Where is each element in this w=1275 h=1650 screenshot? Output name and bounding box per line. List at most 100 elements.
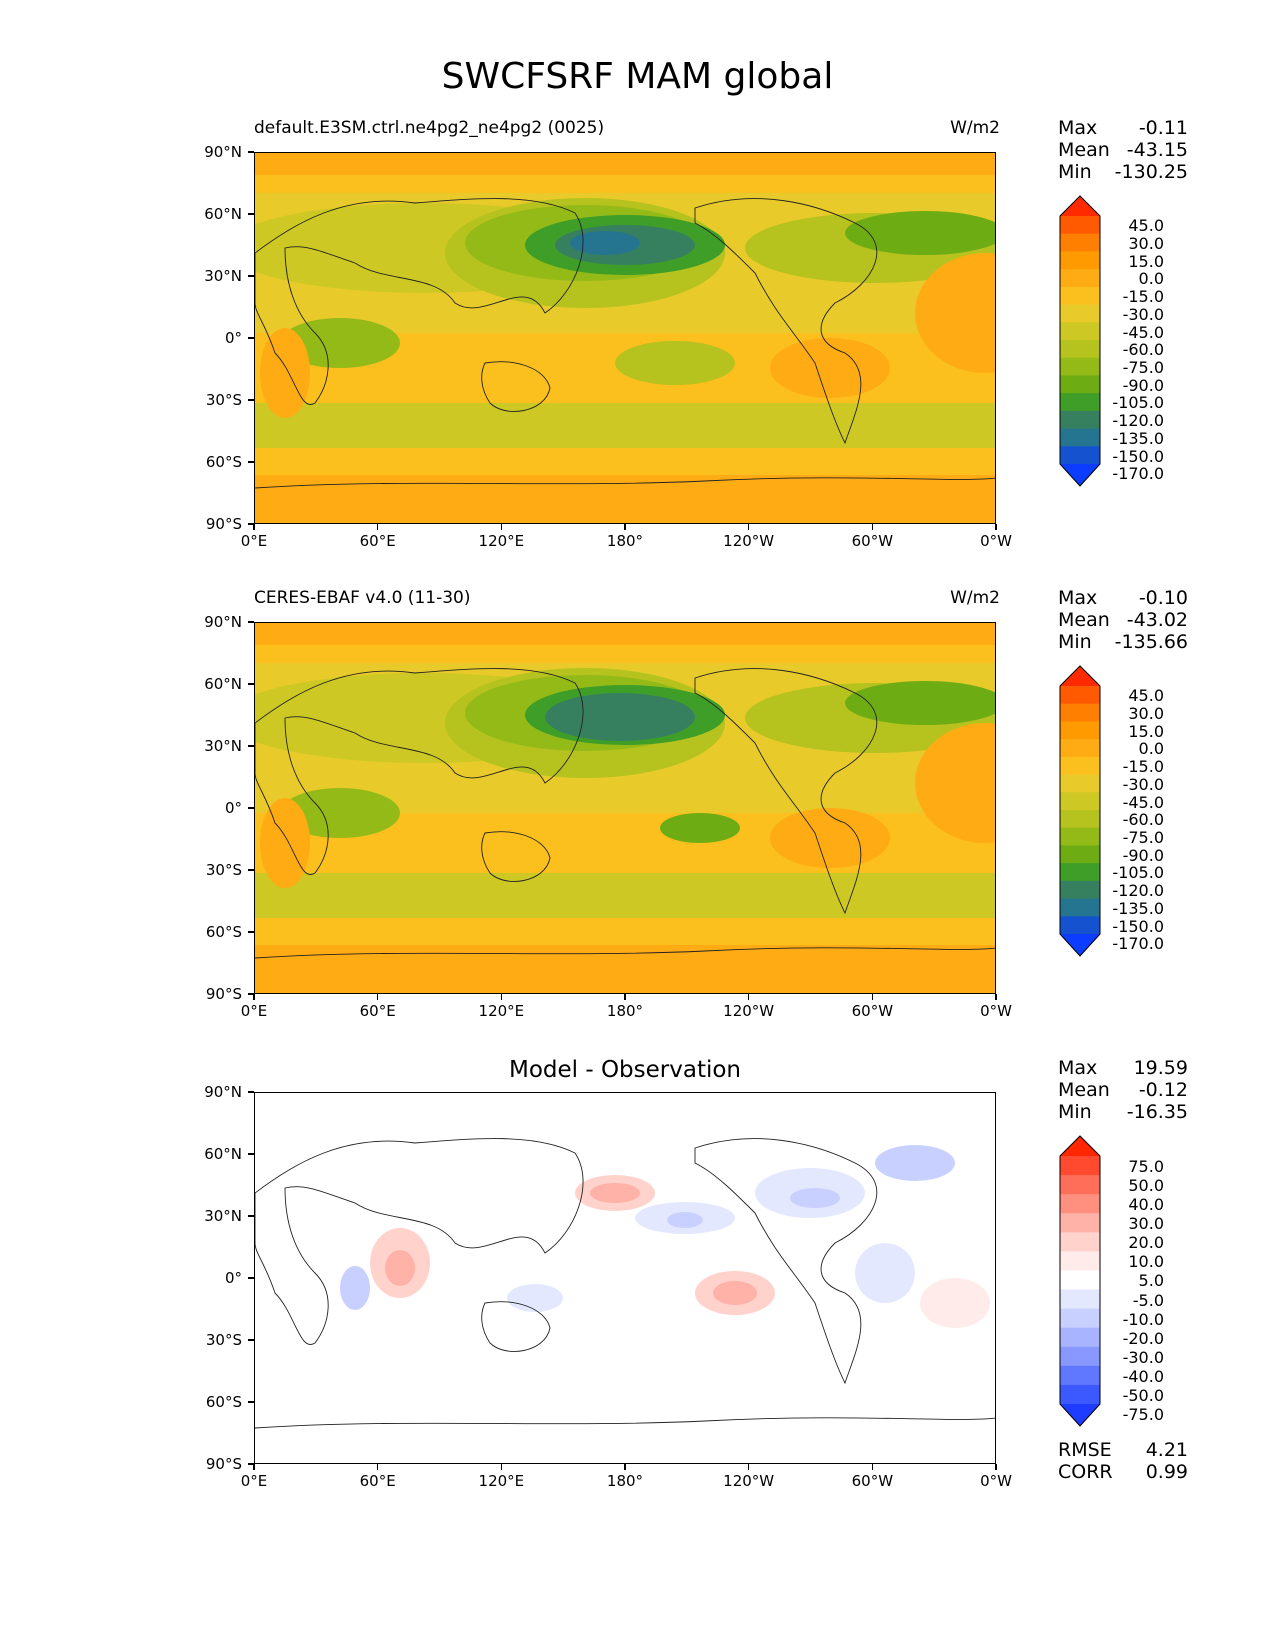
map-diff [254, 1092, 996, 1464]
x-tick-label: 0°W [980, 532, 1012, 550]
colorbar-label: -75.0 [1122, 827, 1164, 847]
colorbar-segment [1060, 1213, 1100, 1233]
colorbar-segment [1060, 1232, 1100, 1252]
colorbar-segment [1060, 1270, 1100, 1291]
colorbar-segment [1060, 739, 1100, 758]
x-tick [624, 524, 626, 530]
x-tick-label: 60°W [851, 1472, 894, 1490]
colorbar-label: -135.0 [1112, 428, 1164, 448]
colorbar-label: -40.0 [1122, 1366, 1164, 1386]
x-tick [871, 524, 873, 530]
colorbar-label: 50.0 [1128, 1176, 1164, 1196]
colorbar-label: -60.0 [1122, 340, 1164, 360]
y-tick-label: 30°S [205, 861, 242, 879]
x-tick-label: 180° [606, 1472, 644, 1490]
x-tick-label: 120°W [723, 1472, 775, 1490]
colorbar-segment [1060, 880, 1100, 900]
x-tick [500, 524, 502, 530]
colorbar-label: 15.0 [1128, 251, 1164, 271]
stats-diff: Max 19.59 Mean -0.12 Min -16.35 [1058, 1057, 1188, 1123]
y-tick [248, 399, 254, 401]
colorbar-extend-max [1060, 1136, 1100, 1156]
colorbar-label: -170.0 [1112, 934, 1164, 954]
colorbar-segment [1060, 774, 1100, 793]
colorbar-label: -30.0 [1122, 774, 1164, 794]
colorbar-segment [1060, 810, 1100, 829]
x-tick [500, 1464, 502, 1470]
colorbar-outline [1059, 195, 1101, 487]
stats-obs: Max -0.10 Mean -43.02 Min -135.66 [1058, 587, 1188, 653]
colorbar-label: -90.0 [1122, 845, 1164, 865]
colorbar-segment [1060, 1327, 1100, 1348]
colorbar-label: -15.0 [1122, 287, 1164, 307]
colorbar-label: -10.0 [1122, 1309, 1164, 1329]
colorbar-label: 45.0 [1128, 216, 1164, 236]
x-tick [624, 994, 626, 1000]
colorbar-label: -105.0 [1112, 393, 1164, 413]
y-tick-label: 30°S [205, 391, 242, 409]
x-tick-label: 60°W [851, 532, 894, 550]
colorbar-segment [1060, 1289, 1100, 1310]
colorbar-label: -150.0 [1112, 446, 1164, 466]
colorbar-segment [1060, 393, 1100, 412]
colorbar-label: 40.0 [1128, 1195, 1164, 1215]
x-tick-label: 60°E [359, 1002, 396, 1020]
x-tick-label: 180° [606, 1002, 644, 1020]
y-tick-label: 30°N [204, 737, 242, 755]
y-tick [248, 1091, 254, 1093]
colorbar-label: -170.0 [1112, 464, 1164, 484]
metrics: RMSE 4.21 CORR 0.99 [1058, 1439, 1188, 1483]
colorbar-label: -135.0 [1112, 898, 1164, 918]
y-tick-label: 60°N [204, 1145, 242, 1163]
colorbar-segment [1060, 827, 1100, 846]
colorbar-label: 30.0 [1128, 1214, 1164, 1234]
colorbar-segment [1060, 792, 1100, 811]
colorbar-extend-min [1060, 934, 1100, 956]
difference-field [255, 1093, 995, 1463]
swcf-field-model [255, 153, 995, 523]
x-tick [748, 1464, 750, 1470]
panel-units: W/m2 [950, 118, 1000, 138]
panel-title: CERES-EBAF v4.0 (11-30) [254, 588, 471, 608]
map-obs [254, 622, 996, 994]
x-tick-label: 120°E [478, 532, 525, 550]
colorbar-label: -30.0 [1122, 1347, 1164, 1367]
colorbar-segment [1060, 233, 1100, 252]
y-tick [248, 1277, 254, 1279]
colorbar-segment [1060, 428, 1100, 447]
colorbar-segment [1060, 1175, 1100, 1195]
y-tick [248, 337, 254, 339]
colorbar-label: -105.0 [1112, 863, 1164, 883]
y-tick-label: 60°S [205, 453, 242, 471]
colorbar-label: -60.0 [1122, 810, 1164, 830]
colorbar-extend-min [1060, 464, 1100, 486]
x-tick [871, 994, 873, 1000]
colorbar-label: 30.0 [1128, 703, 1164, 723]
y-tick [248, 745, 254, 747]
x-tick [500, 994, 502, 1000]
y-tick-label: 30°S [205, 1331, 242, 1349]
colorbar-segment [1060, 446, 1100, 465]
y-tick-label: 60°S [205, 923, 242, 941]
panel-title: default.E3SM.ctrl.ne4pg2_ne4pg2 (0025) [254, 118, 605, 138]
y-tick [248, 931, 254, 933]
x-tick-label: 120°E [478, 1472, 525, 1490]
x-tick-label: 180° [606, 532, 644, 550]
x-tick-label: 60°E [359, 532, 396, 550]
swcf-field-obs [255, 623, 995, 993]
x-tick-label: 120°W [723, 1002, 775, 1020]
colorbar-segment [1060, 1308, 1100, 1329]
colorbar-label: -5.0 [1132, 1290, 1164, 1310]
x-tick [748, 524, 750, 530]
y-tick [248, 1401, 254, 1403]
y-tick [248, 1153, 254, 1155]
colorbar-diff [1059, 1135, 1101, 1427]
colorbar-segment [1060, 322, 1100, 341]
y-tick-label: 30°N [204, 267, 242, 285]
y-tick-label: 90°S [205, 985, 242, 1003]
x-tick [624, 1464, 626, 1470]
panel-units: W/m2 [950, 588, 1000, 608]
colorbar-segment [1060, 1194, 1100, 1214]
x-tick [377, 524, 379, 530]
colorbar-segment [1060, 375, 1100, 394]
